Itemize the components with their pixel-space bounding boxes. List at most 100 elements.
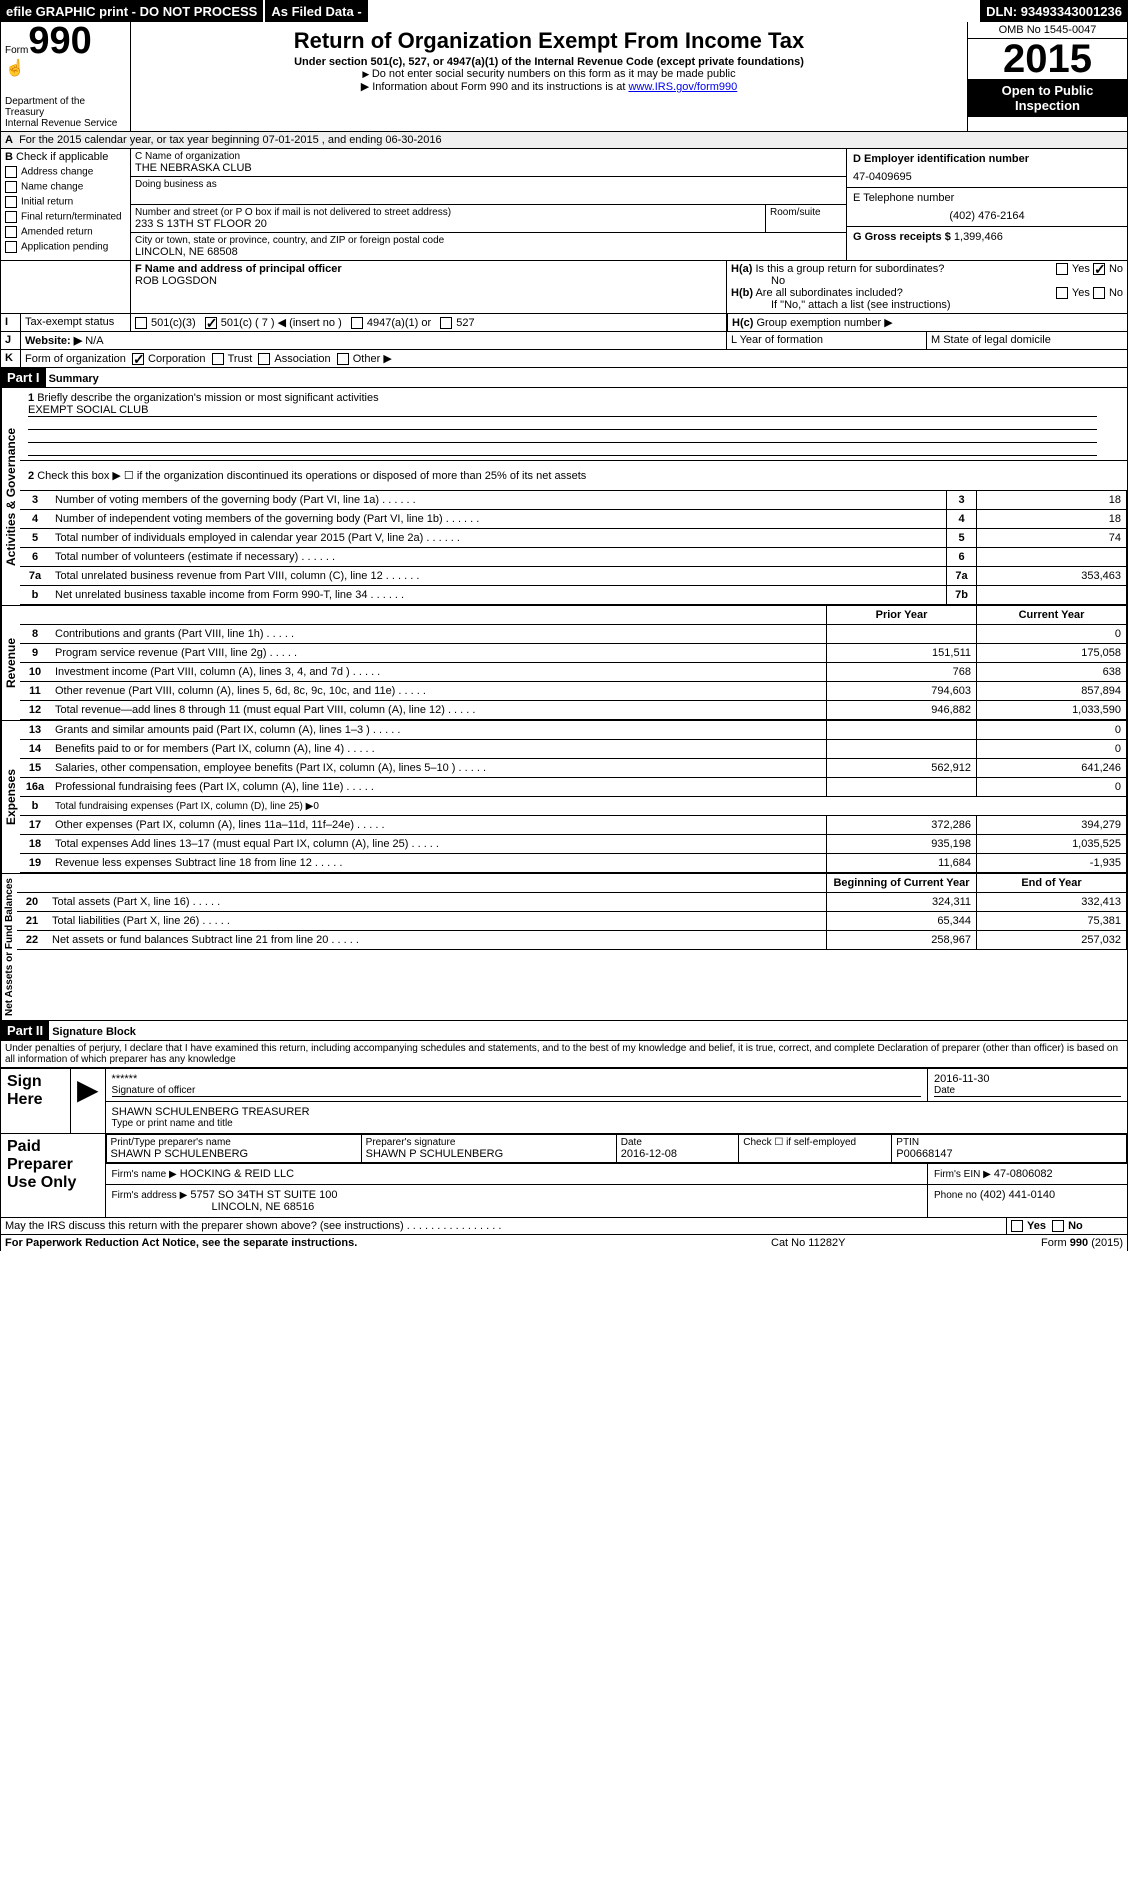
gross-value: 1,399,466 — [954, 231, 1003, 243]
row-13: 13Grants and similar amounts paid (Part … — [20, 721, 1127, 740]
form-header: Form990 ☝ Department of the Treasury Int… — [0, 22, 1128, 132]
org-city: LINCOLN, NE 68508 — [135, 246, 842, 258]
tax-status-1[interactable]: 501(c) ( 7 ) ◀ (insert no ) — [205, 317, 351, 329]
row-11: 11Other revenue (Part VIII, column (A), … — [20, 682, 1127, 701]
gov-row-6: 6Total number of volunteers (estimate if… — [20, 548, 1127, 567]
preparer-sig: SHAWN P SCHULENBERG — [366, 1148, 612, 1160]
dba-label: Doing business as — [135, 179, 842, 190]
tax-status-3[interactable]: 527 — [440, 317, 484, 329]
perjury-text: Under penalties of perjury, I declare th… — [0, 1041, 1128, 1068]
row-22: 22Net assets or fund balances Subtract l… — [17, 931, 1127, 950]
year-formation: L Year of formation — [727, 332, 927, 349]
form-subtitle: Under section 501(c), 527, or 4947(a)(1)… — [139, 56, 959, 68]
officer-label: F Name and address of principal officer — [135, 263, 342, 275]
gov-row-b: bNet unrelated business taxable income f… — [20, 586, 1127, 605]
gross-label: G Gross receipts $ — [853, 231, 951, 243]
phone-label: E Telephone number — [853, 192, 954, 204]
form-note2: ▶ Information about Form 990 and its ins… — [139, 80, 959, 93]
firm-addr: 5757 SO 34TH ST SUITE 100 — [190, 1189, 337, 1201]
row-a: A For the 2015 calendar year, or tax yea… — [0, 132, 1128, 149]
vlabel-governance: Activities & Governance — [1, 388, 20, 605]
paid-preparer-label: Paid Preparer Use Only — [1, 1134, 106, 1218]
gov-row-3: 3Number of voting members of the governi… — [20, 491, 1127, 510]
row-16a: 16aProfessional fundraising fees (Part I… — [20, 778, 1127, 797]
row-19: 19Revenue less expenses Subtract line 18… — [20, 854, 1127, 873]
mission-text: EXEMPT SOCIAL CLUB — [28, 404, 1097, 417]
website-label: Website: ▶ — [25, 335, 82, 347]
gov-row-4: 4Number of independent voting members of… — [20, 510, 1127, 529]
vlabel-expenses: Expenses — [1, 721, 20, 873]
hc-label: Group exemption number ▶ — [756, 317, 892, 329]
row-9: 9Program service revenue (Part VIII, lin… — [20, 644, 1127, 663]
row-j: J Website: ▶ N/A L Year of formation M S… — [0, 332, 1128, 350]
addr-label: Number and street (or P O box if mail is… — [135, 207, 761, 218]
hb-note: If "No," attach a list (see instructions… — [731, 299, 1123, 311]
org-form-2[interactable]: Association — [258, 353, 336, 365]
dln: DLN: 93493343001236 — [980, 0, 1128, 22]
asfiled-label: As Filed Data - — [265, 0, 369, 22]
hb-label: Are all subordinates included? — [755, 287, 902, 299]
row-17: 17Other expenses (Part IX, column (A), l… — [20, 816, 1127, 835]
org-name: THE NEBRASKA CLUB — [135, 162, 842, 174]
sig-stars: ****** — [112, 1073, 921, 1085]
form-title: Return of Organization Exempt From Incom… — [139, 28, 959, 54]
checkbox-initial-return[interactable]: Initial return — [5, 196, 126, 208]
tax-year: 2015 — [968, 39, 1127, 79]
room-label: Room/suite — [766, 205, 846, 232]
officer-block: F Name and address of principal officer … — [0, 261, 1128, 314]
b-label: Check if applicable — [16, 151, 108, 163]
footer-row: For Paperwork Reduction Act Notice, see … — [0, 1235, 1128, 1251]
checkbox-address-change[interactable]: Address change — [5, 166, 126, 178]
entity-block: B Check if applicable Address changeName… — [0, 149, 1128, 261]
q2-label: Check this box ▶ ☐ if the organization d… — [37, 470, 586, 482]
firm-name: HOCKING & REID LLC — [180, 1168, 294, 1180]
row-i: I Tax-exempt status 501(c)(3) 501(c) ( 7… — [0, 314, 1128, 332]
org-form-0[interactable]: Corporation — [132, 353, 212, 365]
ha-label: Is this a group return for subordinates? — [755, 263, 944, 275]
firm-ein: 47-0806082 — [994, 1168, 1053, 1180]
gov-row-5: 5Total number of individuals employed in… — [20, 529, 1127, 548]
tax-status-0[interactable]: 501(c)(3) — [135, 317, 205, 329]
row-20: 20Total assets (Part X, line 16) . . . .… — [17, 893, 1127, 912]
row-15: 15Salaries, other compensation, employee… — [20, 759, 1127, 778]
revenue-section: Revenue Prior YearCurrent Year8Contribut… — [0, 606, 1128, 721]
row-12: 12Total revenue—add lines 8 through 11 (… — [20, 701, 1127, 720]
legal-domicile: M State of legal domicile — [927, 332, 1127, 349]
sig-date: 2016-11-30 — [934, 1073, 1121, 1085]
form-number: 990 — [28, 20, 91, 62]
checkbox-application-pending[interactable]: Application pending — [5, 241, 126, 253]
row-10: 10Investment income (Part VIII, column (… — [20, 663, 1127, 682]
tax-status-2[interactable]: 4947(a)(1) or — [351, 317, 440, 329]
checkbox-amended-return[interactable]: Amended return — [5, 226, 126, 238]
website-value: N/A — [85, 335, 103, 347]
q1-label: Briefly describe the organization's miss… — [37, 392, 378, 404]
row-k: K Form of organization Corporation Trust… — [0, 350, 1128, 368]
org-form-1[interactable]: Trust — [212, 353, 259, 365]
checkbox-final-return-terminated[interactable]: Final return/terminated — [5, 211, 126, 223]
irs-link[interactable]: www.IRS.gov/form990 — [628, 81, 737, 93]
form-label: Form — [5, 45, 28, 56]
part2-header: Part II Signature Block — [0, 1021, 1128, 1041]
ptin: P00668147 — [896, 1148, 1122, 1160]
org-form-3[interactable]: Other ▶ — [337, 353, 398, 365]
gov-row-7a: 7aTotal unrelated business revenue from … — [20, 567, 1127, 586]
discuss-row: May the IRS discuss this return with the… — [0, 1218, 1128, 1235]
c-name-label: C Name of organization — [135, 151, 842, 162]
signature-table: Sign Here ▶ ****** Signature of officer … — [0, 1068, 1128, 1218]
top-bar: efile GRAPHIC print - DO NOT PROCESS As … — [0, 0, 1128, 22]
checkbox-name-change[interactable]: Name change — [5, 181, 126, 193]
vlabel-revenue: Revenue — [1, 606, 20, 720]
efile-label: efile GRAPHIC print - DO NOT PROCESS — [0, 0, 265, 22]
irs-label: Internal Revenue Service — [5, 118, 126, 129]
expenses-section: Expenses 13Grants and similar amounts pa… — [0, 721, 1128, 874]
firm-phone: (402) 441-0140 — [980, 1189, 1055, 1201]
form-org-label: Form of organization — [25, 353, 126, 365]
city-label: City or town, state or province, country… — [135, 235, 842, 246]
officer-printed-name: SHAWN SCHULENBERG TREASURER — [112, 1106, 1121, 1118]
phone-value: (402) 476-2164 — [853, 210, 1121, 222]
firm-addr2: LINCOLN, NE 68516 — [212, 1201, 315, 1213]
form-note1: Do not enter social security numbers on … — [139, 68, 959, 80]
balances-section: Net Assets or Fund Balances Beginning of… — [0, 874, 1128, 1021]
sig-officer-label: Signature of officer — [112, 1085, 921, 1097]
row-21: 21Total liabilities (Part X, line 26) . … — [17, 912, 1127, 931]
